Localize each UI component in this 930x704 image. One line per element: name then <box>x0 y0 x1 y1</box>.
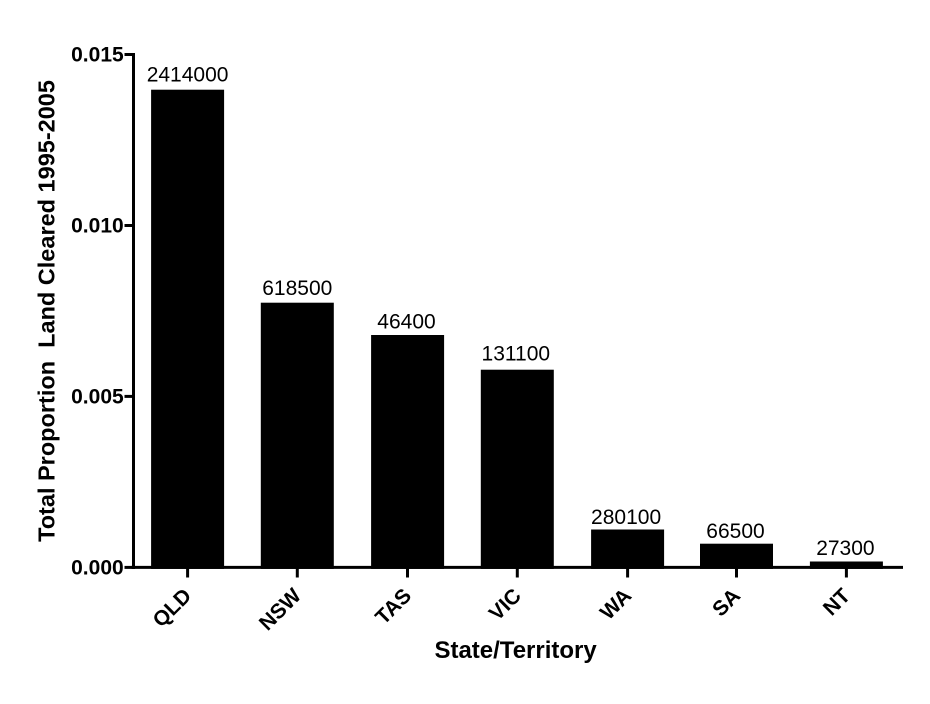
svg-text:0.005: 0.005 <box>71 385 124 408</box>
svg-text:27300: 27300 <box>816 537 874 560</box>
svg-text:0.015: 0.015 <box>71 44 124 67</box>
svg-text:46400: 46400 <box>377 310 435 333</box>
svg-text:618500: 618500 <box>262 277 332 300</box>
svg-text:131100: 131100 <box>482 342 551 365</box>
svg-text:0.000: 0.000 <box>71 556 124 579</box>
svg-text:State/Territory: State/Territory <box>434 637 597 664</box>
svg-text:66500: 66500 <box>706 520 764 543</box>
svg-text:0.010: 0.010 <box>71 215 124 238</box>
svg-text:Total Proportion Land Cleared: Total Proportion Land Cleared 1995-2005 <box>34 80 60 542</box>
svg-text:2414000: 2414000 <box>147 63 229 86</box>
svg-text:280100: 280100 <box>591 506 661 529</box>
